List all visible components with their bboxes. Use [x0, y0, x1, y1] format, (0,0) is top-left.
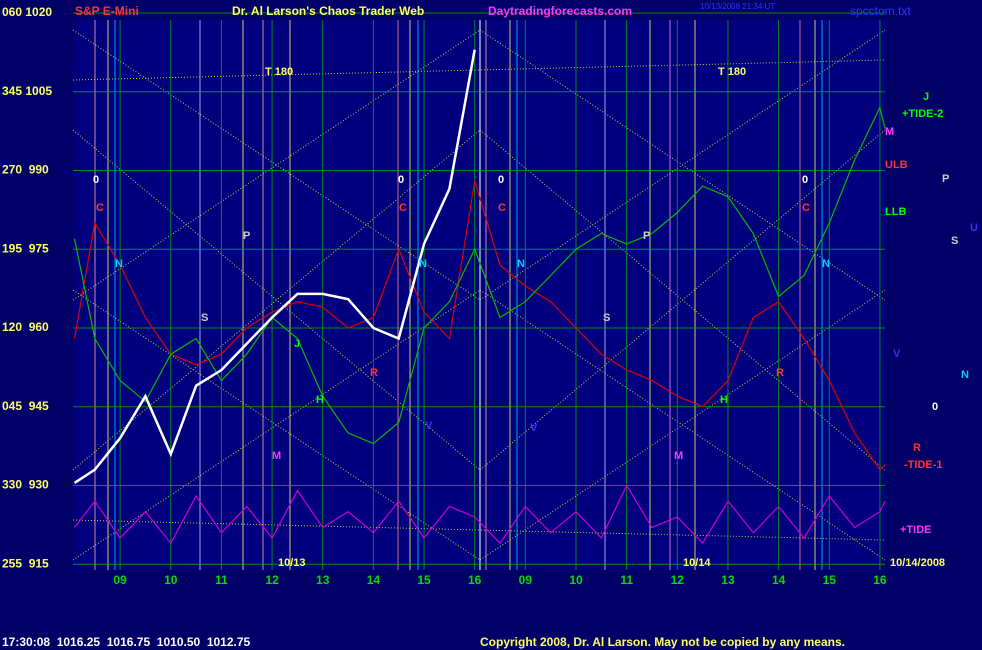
website: Daytradingforecasts.com — [488, 4, 632, 18]
annotation: C — [399, 202, 407, 214]
series-line — [73, 105, 886, 445]
series — [73, 49, 886, 545]
series-line — [74, 484, 886, 545]
x-tick-label: 09 — [113, 573, 127, 587]
annotation: P — [243, 230, 250, 242]
y-tick-label: 045 945 — [2, 399, 49, 413]
annotation: S — [951, 235, 958, 247]
annotation: C — [96, 202, 104, 214]
annotation: R — [913, 442, 921, 454]
grid — [73, 12, 885, 570]
annotation: N — [115, 258, 123, 270]
diagonal-line — [479, 129, 886, 471]
annotation: H — [720, 394, 728, 406]
annotation: C — [498, 202, 506, 214]
annotation: V — [893, 348, 901, 360]
annotation: +TIDE-2 — [902, 108, 943, 120]
annotation: T 180 — [718, 66, 746, 78]
y-tick-label: 345 1005 — [2, 84, 52, 98]
diagonal-line — [72, 129, 481, 471]
chart-title: Dr. Al Larson's Chaos Trader Web — [232, 4, 424, 18]
file-name: spcctom.txt — [850, 4, 911, 18]
annotation: J — [294, 338, 300, 350]
annotation: R — [776, 367, 784, 379]
annotation: M — [272, 450, 281, 462]
cycle-lines — [94, 20, 823, 570]
x-tick-label: 14 — [367, 573, 381, 587]
x-tick-label: 13 — [721, 573, 735, 587]
annotation: T 180 — [265, 66, 293, 78]
annotation: S — [201, 312, 208, 324]
diagonal-line — [72, 289, 481, 561]
x-tick-label: 15 — [417, 573, 431, 587]
annotation: ULB — [885, 159, 908, 171]
annotation: +TIDE — [900, 524, 931, 536]
annotation: 0 — [802, 174, 808, 186]
x-tick-label: 14 — [772, 573, 786, 587]
annotation: 10/14/2008 — [890, 557, 945, 569]
annotation: V — [530, 422, 538, 434]
x-tick-label: 10 — [164, 573, 178, 587]
annotation: N — [419, 258, 427, 270]
diagonal-line — [479, 29, 886, 301]
x-tick-label: 09 — [519, 573, 533, 587]
diagonal-line — [72, 59, 886, 81]
diagonal-line — [72, 29, 481, 301]
annotation: N — [961, 369, 969, 381]
annotation: H — [316, 394, 324, 406]
x-tick-label: 12 — [671, 573, 685, 587]
diagonal-line — [479, 289, 886, 561]
annotation: P — [942, 173, 949, 185]
x-tick-label: 11 — [215, 573, 228, 587]
annotation: U — [970, 222, 978, 234]
x-tick-label: 11 — [620, 573, 633, 587]
plot-area — [73, 20, 885, 570]
annotation: 0 — [93, 174, 99, 186]
diagonal-line — [72, 289, 481, 561]
annotation: C — [802, 202, 810, 214]
annotation: 10/13 — [278, 557, 306, 569]
annotation: N — [822, 258, 830, 270]
x-tick-label: 12 — [265, 573, 279, 587]
diagonal-line — [72, 519, 886, 541]
annotation: M — [674, 450, 683, 462]
x-tick-label: 13 — [316, 573, 330, 587]
annotation: M — [885, 126, 894, 138]
y-tick-label: 255 915 — [2, 556, 49, 570]
y-tick-label: 270 990 — [2, 163, 49, 177]
annotation: V — [425, 420, 433, 432]
annotation: 0 — [498, 174, 504, 186]
y-tick-label: 060 1020 — [2, 5, 52, 19]
instrument: S&P E-Mini — [75, 4, 139, 18]
annotation: J — [923, 91, 929, 103]
y-tick-label: 195 975 — [2, 241, 49, 255]
series-line — [73, 49, 476, 484]
annotation: P — [643, 230, 650, 242]
timestamp: 10/13/2008 21:34 UT — [700, 2, 775, 11]
annotation: R — [370, 367, 378, 379]
annotation: 10/14 — [683, 557, 711, 569]
copyright: Copyright 2008, Dr. Al Larson. May not b… — [480, 635, 845, 649]
quote: 17:30:08 1016.25 1016.75 1010.50 1012.75 — [2, 635, 251, 649]
annotation: LLB — [885, 206, 906, 218]
x-tick-label: 16 — [468, 573, 482, 587]
x-tick-label: 10 — [569, 573, 583, 587]
annotation: 0 — [398, 174, 404, 186]
diagonal-line — [72, 29, 481, 301]
annotation: 0 — [932, 401, 938, 413]
annotation: S — [603, 312, 610, 324]
diagonal-line — [72, 129, 481, 471]
y-tick-label: 330 930 — [2, 478, 49, 492]
annotation: -TIDE-1 — [904, 459, 943, 471]
annotation: N — [517, 258, 525, 270]
y-tick-label: 120 960 — [2, 320, 49, 334]
x-tick-label: 16 — [873, 573, 887, 587]
x-tick-label: 15 — [823, 573, 837, 587]
